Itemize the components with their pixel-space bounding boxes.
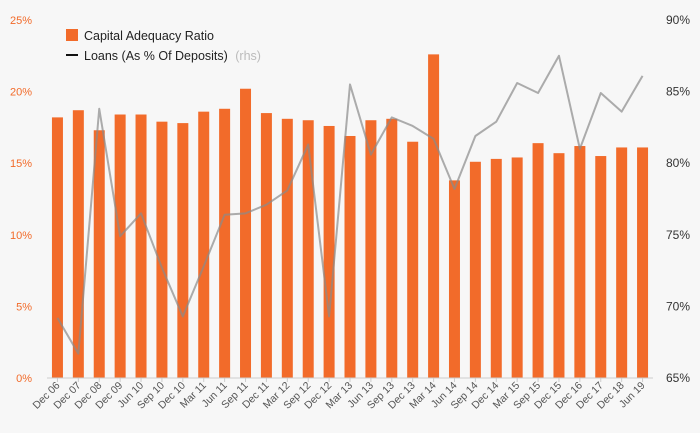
bar-dec-10 [177, 123, 189, 378]
bar-dec-07 [72, 110, 84, 378]
bar-sep-14 [469, 161, 481, 378]
left-tick-label: 0% [16, 373, 32, 385]
left-tick-label: 10% [10, 230, 32, 242]
right-tick-label: 70% [666, 299, 690, 313]
bar-jun-10 [135, 114, 147, 378]
bar-sep-13 [386, 118, 398, 378]
line-series-loans-to-deposits [56, 54, 644, 355]
bar-dec-16 [574, 146, 586, 378]
bar-jun-19 [637, 147, 649, 378]
right-tick-label: 80% [666, 156, 690, 170]
bar-dec-15 [553, 153, 565, 378]
bar-mar-11 [198, 111, 210, 379]
left-y-axis: 0% 5% 10% 15% 20% 25% [10, 15, 32, 385]
legend-label-line-group: Loans (As % Of Deposits) (rhs) [84, 47, 261, 64]
bar-mar-14 [428, 54, 440, 379]
bar-dec-14 [490, 158, 502, 378]
bar-mar-12 [281, 118, 293, 378]
bar-dec-13 [407, 141, 419, 378]
bar-sep-10 [156, 121, 168, 379]
bar-sep-15 [532, 143, 544, 378]
bar-dec-12 [323, 125, 335, 378]
bar-dec-06 [51, 117, 63, 378]
right-tick-label: 75% [666, 228, 690, 242]
right-y-axis: 65% 70% 75% 80% 85% 90% [666, 13, 690, 385]
legend-label-line: Loans (As % Of Deposits) [84, 49, 228, 63]
bar-dec-11 [260, 113, 272, 378]
bar-dec-18 [616, 147, 628, 378]
left-tick-label: 5% [16, 301, 32, 313]
right-tick-label: 90% [666, 13, 690, 27]
bar-dec-08 [93, 130, 105, 378]
legend-label-bar: Capital Adequacy Ratio [84, 29, 214, 43]
bar-jun-13 [365, 120, 377, 379]
bar-jun-11 [219, 108, 231, 378]
left-tick-label: 25% [10, 15, 32, 27]
bar-sep-11 [240, 88, 252, 379]
bar-mar-15 [511, 157, 523, 378]
right-tick-label: 65% [666, 371, 690, 385]
legend-label-line-rhs: (rhs) [235, 49, 261, 63]
bar-series-capital-adequacy [51, 54, 649, 379]
bar-dec-09 [114, 114, 126, 378]
bar-jun-14 [448, 180, 460, 378]
right-tick-label: 85% [666, 85, 690, 99]
bar-mar-13 [344, 135, 356, 378]
left-tick-label: 20% [10, 87, 32, 99]
legend: Capital Adequacy Ratio Loans (As % Of De… [66, 29, 261, 64]
bar-sep-12 [302, 120, 314, 379]
legend-swatch-bar [66, 29, 78, 41]
bar-dec-17 [595, 156, 607, 378]
left-tick-label: 15% [10, 158, 32, 170]
